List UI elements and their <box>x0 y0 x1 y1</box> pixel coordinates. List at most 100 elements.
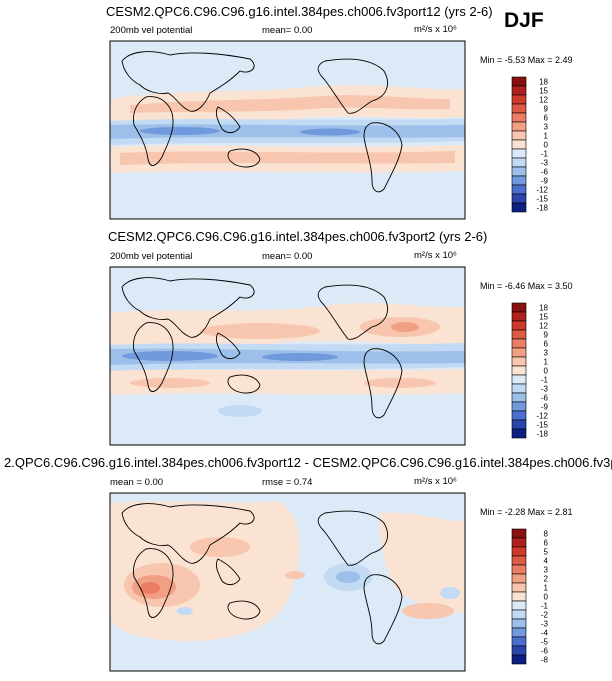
panel-2-minmax: Min = -6.46 Max = 3.50 <box>480 281 573 291</box>
colorbar-level-label: 3 <box>544 566 549 575</box>
colorbar-box <box>511 112 527 123</box>
colorbar-level-label: -12 <box>536 412 548 421</box>
colorbar-level-label: -18 <box>536 204 548 213</box>
panel-1-units: m²/s x 10⁶ <box>414 24 457 35</box>
colorbar-level-label: 18 <box>539 78 548 87</box>
panel-2-pos-core-3 <box>391 322 419 332</box>
colorbar-level-label: 3 <box>544 349 549 358</box>
colorbar-box <box>511 654 527 665</box>
panel-3-rmse: rmse = 0.74 <box>262 477 313 488</box>
colorbar-box <box>511 591 527 602</box>
colorbar-level-label: 8 <box>544 530 549 539</box>
colorbar-level-label: -1 <box>541 376 549 385</box>
colorbar-level-label: -1 <box>541 150 549 159</box>
colorbar-level-label: -2 <box>541 611 549 620</box>
colorbar-box <box>511 401 527 412</box>
colorbar-level-label: -5 <box>541 638 549 647</box>
panel-2-neg-core-south <box>218 405 262 417</box>
colorbar-box <box>511 94 527 105</box>
colorbar-level-label: 1 <box>544 358 549 367</box>
colorbar-box <box>511 410 527 421</box>
colorbar-level-label: 15 <box>539 87 548 96</box>
colorbar-box <box>511 392 527 403</box>
colorbar-box <box>511 302 527 313</box>
colorbar-box <box>511 645 527 656</box>
colorbar-level-label: -6 <box>541 394 549 403</box>
panel-2-pos-core-5 <box>364 378 436 388</box>
colorbar-level-label: 9 <box>544 105 549 114</box>
panel-3-pos-region-east <box>379 512 465 613</box>
colorbar-box <box>511 148 527 159</box>
panel-3-coastlines <box>121 503 403 645</box>
panel-3-neg-core-4 <box>440 587 460 599</box>
panel-3-neg-core-3 <box>177 607 193 615</box>
season-label: DJF <box>504 9 544 32</box>
colorbar-box <box>511 157 527 168</box>
colorbar-box <box>511 564 527 575</box>
colorbar-level-label: -1 <box>541 602 549 611</box>
panel-2-title: CESM2.QPC6.C96.C96.g16.intel.384pes.ch00… <box>108 229 488 244</box>
colorbar-box <box>511 202 527 213</box>
colorbar-level-label: 12 <box>539 96 548 105</box>
colorbar-level-label: 3 <box>544 123 549 132</box>
colorbar-box <box>511 582 527 593</box>
colorbar-level-label: 2 <box>544 575 549 584</box>
colorbar-box <box>511 139 527 150</box>
colorbar-level-label: -9 <box>541 403 549 412</box>
panel-3-title: 2.QPC6.C96.C96.g16.intel.384pes.ch006.fv… <box>4 455 612 470</box>
colorbar-box <box>511 600 527 611</box>
colorbar-box <box>511 85 527 96</box>
panel-3-pos-core-5 <box>285 571 305 579</box>
colorbar-box <box>511 609 527 620</box>
colorbar-box <box>511 347 527 358</box>
panel-3-pos-core-4 <box>190 537 250 557</box>
panel-1-title: CESM2.QPC6.C96.C96.g16.intel.384pes.ch00… <box>106 4 493 19</box>
colorbar-box <box>511 374 527 385</box>
colorbar-box <box>511 419 527 430</box>
panel-2-field-label: 200mb vel potential <box>110 251 193 262</box>
colorbar-box <box>511 627 527 638</box>
panel-1-coastlines <box>121 51 403 193</box>
colorbar-level-label: 15 <box>539 313 548 322</box>
colorbar-box <box>511 636 527 647</box>
colorbar-level-label: -15 <box>536 421 548 430</box>
colorbar-box <box>511 365 527 376</box>
colorbar-box <box>511 618 527 629</box>
colorbar-box <box>511 103 527 114</box>
panel-3-pos-core-6 <box>402 603 454 619</box>
colorbar-level-label: -18 <box>536 430 548 439</box>
colorbar-box <box>511 311 527 322</box>
colorbar-box <box>511 184 527 195</box>
colorbar-box <box>511 130 527 141</box>
panel-2-pos-core-1 <box>200 323 320 339</box>
colorbar-level-label: -12 <box>536 186 548 195</box>
colorbar-level-label: 12 <box>539 322 548 331</box>
panel-2-mean: mean= 0.00 <box>262 251 313 262</box>
colorbar-box <box>511 193 527 204</box>
colorbar-level-label: 6 <box>544 340 549 349</box>
colorbar-level-label: 1 <box>544 132 549 141</box>
colorbar-level-label: 0 <box>544 141 549 150</box>
colorbar-level-label: -3 <box>541 620 549 629</box>
colorbar-box <box>511 356 527 367</box>
colorbar-box <box>511 537 527 548</box>
colorbar-level-label: 1 <box>544 584 549 593</box>
panel-2-map <box>109 266 466 446</box>
panel-1-minmax: Min = -5.53 Max = 2.49 <box>480 55 573 65</box>
panel-1-mean: mean= 0.00 <box>262 25 313 36</box>
colorbar-level-label: -15 <box>536 195 548 204</box>
panel-1-neg-core-1 <box>140 127 220 135</box>
colorbar-box <box>511 329 527 340</box>
panel-1-neg-core-2 <box>300 128 360 136</box>
colorbar-level-label: 18 <box>539 304 548 313</box>
panel-3-map <box>109 492 466 672</box>
panel-2-pos-band-south <box>110 369 465 395</box>
colorbar-box <box>511 76 527 87</box>
panel-3-mean: mean = 0.00 <box>110 477 164 488</box>
colorbar-box <box>511 546 527 557</box>
colorbar-box <box>511 573 527 584</box>
panel-3-neg-core-2 <box>336 571 360 583</box>
